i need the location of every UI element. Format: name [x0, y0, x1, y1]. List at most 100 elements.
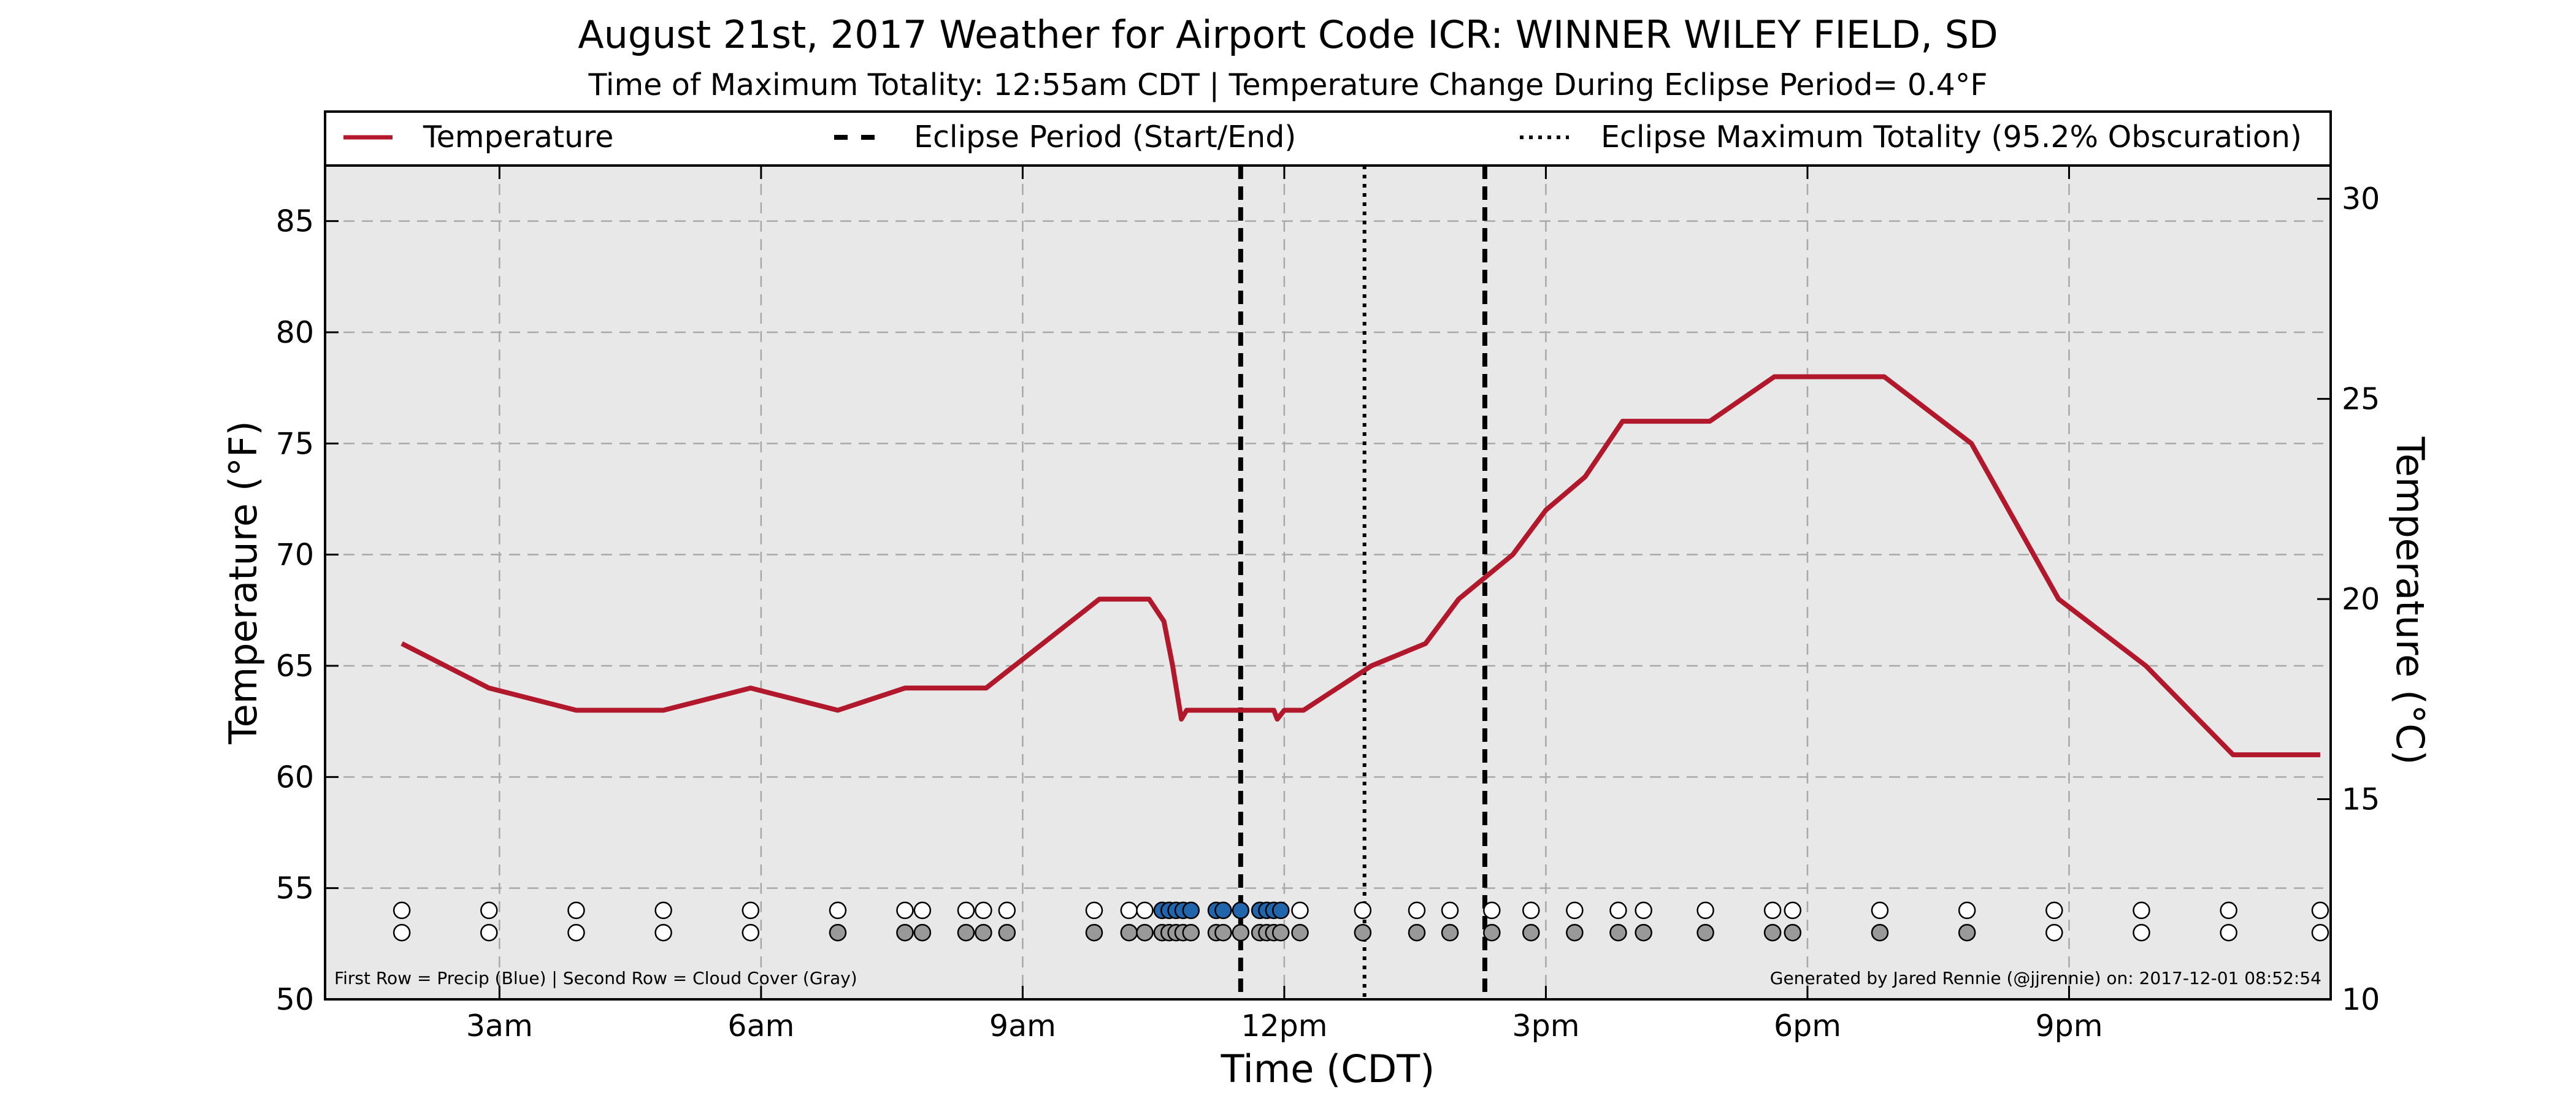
y2-tick-label: 10: [2342, 982, 2380, 1017]
cloud-dot: [2220, 923, 2237, 942]
cloud-dot: [393, 923, 411, 942]
y-axis-label: Temperature (°F): [221, 421, 266, 744]
precip-dot: [1763, 901, 1782, 920]
precip-dot: [2220, 901, 2237, 920]
legend-box: [324, 110, 2332, 167]
y-tick-label: 75: [276, 426, 314, 461]
x-tick-label: 6pm: [1774, 1009, 1841, 1043]
precip-dot: [1085, 901, 1103, 920]
cloud-dot: [1566, 923, 1584, 942]
cloud-dot: [957, 923, 975, 942]
precip-dot: [1871, 901, 1889, 920]
precip-dot: [393, 901, 411, 920]
cloud-dot: [1214, 923, 1232, 942]
precip-dot: [567, 901, 585, 920]
grid-lines: [325, 166, 2331, 999]
precip-dot: [1232, 901, 1250, 920]
cloud-dot: [1696, 923, 1714, 942]
x-tick-label: 3pm: [1512, 1009, 1579, 1043]
precip-dot: [975, 901, 992, 920]
precip-dot: [1136, 901, 1154, 920]
y-tick-label: 60: [276, 760, 314, 795]
cloud-dot: [1522, 923, 1540, 942]
y-tick-label: 70: [276, 538, 314, 573]
precip-dot: [1784, 901, 1802, 920]
precip-dot: [1441, 901, 1459, 920]
cloud-dot: [1271, 923, 1290, 942]
y2-tick-label: 20: [2342, 582, 2380, 617]
x-tick-label: 9pm: [2035, 1009, 2103, 1043]
precip-dot: [829, 901, 847, 920]
cloud-dot: [975, 923, 992, 942]
precip-dot: [1214, 901, 1232, 920]
precip-dot: [1271, 901, 1290, 920]
y2-tick-label: 15: [2342, 782, 2380, 817]
precip-dot: [1408, 901, 1426, 920]
precip-dot: [1483, 901, 1501, 920]
precip-dot: [1958, 901, 1976, 920]
cloud-dot: [1763, 923, 1782, 942]
annotation-left: First Row = Precip (Blue) | Second Row =…: [334, 968, 857, 988]
observation-dots: [393, 901, 2329, 942]
cloud-dot: [1408, 923, 1426, 942]
x-tick-label: 9am: [989, 1009, 1056, 1043]
cloud-dot: [829, 923, 847, 942]
annotation-right: Generated by Jared Rennie (@jjrennie) on…: [1770, 968, 2321, 988]
precip-dot: [957, 901, 975, 920]
x-tick-label: 12pm: [1241, 1009, 1327, 1043]
cloud-dot: [1354, 923, 1372, 942]
legend-label-temperature: Temperature: [423, 120, 613, 154]
precip-dot: [1635, 901, 1652, 920]
series-layer: [401, 374, 2320, 758]
cloud-dot: [2045, 923, 2063, 942]
precip-dot: [480, 901, 498, 920]
cloud-dot: [1958, 923, 1976, 942]
y-tick-label: 55: [276, 871, 314, 906]
y-tick-label: 80: [276, 315, 314, 350]
legend-label-eclipse-period: Eclipse Period (Start/End): [914, 120, 1296, 154]
plot-area: [325, 166, 2331, 999]
cloud-dot: [2311, 923, 2329, 942]
cloud-dot: [896, 923, 914, 942]
cloud-dot: [1441, 923, 1459, 942]
cloud-dot: [1635, 923, 1652, 942]
precip-dot: [2133, 901, 2150, 920]
precip-dot: [1291, 901, 1309, 920]
cloud-dot: [2133, 923, 2150, 942]
precip-dot: [1566, 901, 1584, 920]
temperature-line: [401, 374, 2320, 758]
precip-dot: [742, 901, 760, 920]
x-tick-label: 3am: [466, 1009, 533, 1043]
cloud-dot: [1182, 923, 1200, 942]
cloud-dot: [998, 923, 1016, 942]
precip-dot: [1696, 901, 1714, 920]
y-tick-label: 50: [276, 982, 314, 1017]
y2-tick-label: 30: [2342, 181, 2380, 216]
cloud-dot: [567, 923, 585, 942]
y2-tick-label: 25: [2342, 382, 2380, 417]
cloud-dot: [480, 923, 498, 942]
eclipse-lines: [1238, 166, 1487, 999]
legend: Temperature Eclipse Period (Start/End) E…: [324, 110, 2332, 167]
precip-dot: [896, 901, 914, 920]
cloud-dot: [654, 923, 672, 942]
chart-title: August 21st, 2017 Weather for Airport Co…: [578, 12, 1998, 57]
cloud-dot: [1085, 923, 1103, 942]
cloud-dot: [1291, 923, 1309, 942]
precip-dot: [654, 901, 672, 920]
cloud-dot: [1120, 923, 1138, 942]
y-tick-label: 85: [276, 204, 314, 239]
precip-dot: [1522, 901, 1540, 920]
precip-dot: [2045, 901, 2063, 920]
cloud-dot: [1136, 923, 1154, 942]
precip-dot: [1354, 901, 1372, 920]
legend-label-eclipse-max: Eclipse Maximum Totality (95.2% Obscurat…: [1601, 120, 2302, 154]
precip-dot: [1182, 901, 1200, 920]
cloud-dot: [913, 923, 932, 942]
cloud-dot: [1483, 923, 1501, 942]
cloud-dot: [742, 923, 760, 942]
precip-dot: [1609, 901, 1627, 920]
y-tick-label: 65: [276, 649, 314, 684]
